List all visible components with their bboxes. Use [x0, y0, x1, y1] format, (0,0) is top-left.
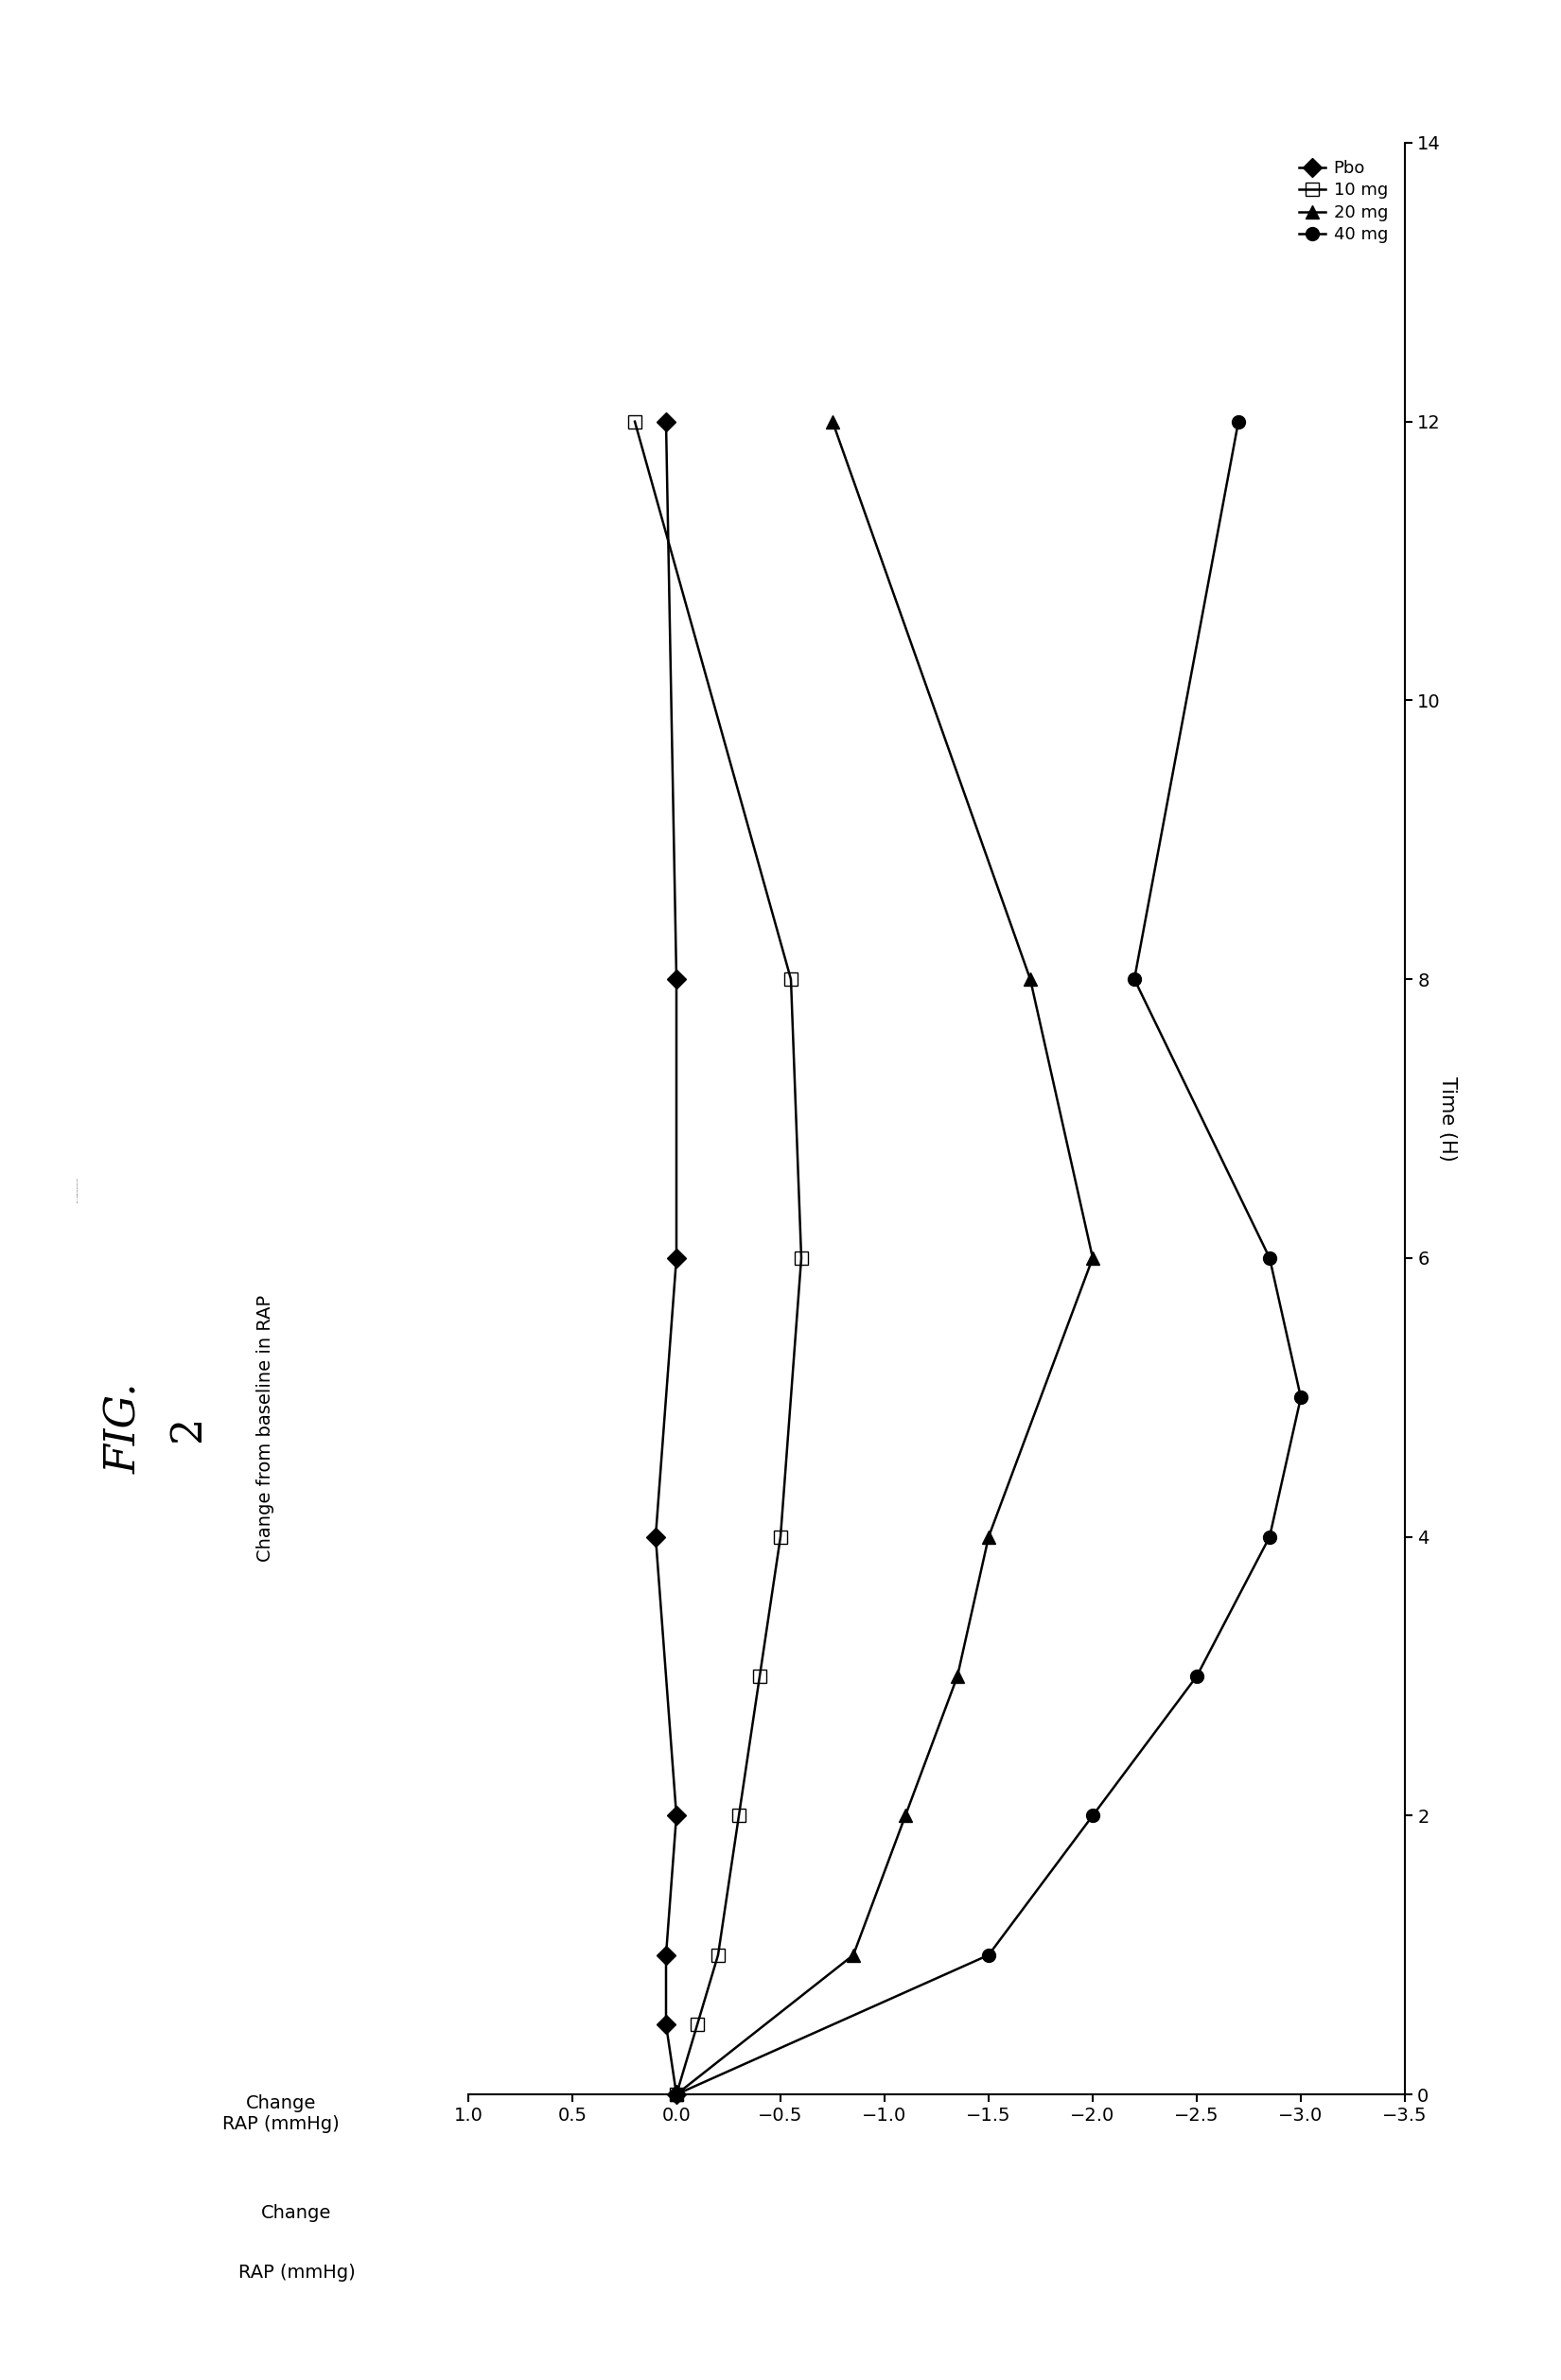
- Pbo: [657, 1940, 676, 1968]
- Pbo: [667, 1245, 685, 1273]
- 10 mg: [782, 964, 801, 992]
- Text: FIG.: FIG.: [105, 1383, 145, 1473]
- Text: RAP (mmHg): RAP (mmHg): [237, 2263, 356, 2282]
- Pbo: [667, 964, 685, 992]
- 40 mg: [1260, 1523, 1278, 1552]
- 10 mg: [751, 1661, 770, 1690]
- 20 mg: [667, 2080, 685, 2109]
- 20 mg: [896, 1802, 915, 1830]
- Pbo: [667, 1802, 685, 1830]
- Pbo: [667, 2080, 685, 2109]
- 10 mg: [791, 1245, 810, 1273]
- Text: Change
RAP (mmHg): Change RAP (mmHg): [222, 2094, 340, 2132]
- Pbo: [646, 1523, 665, 1552]
- Text: Change: Change: [261, 2204, 332, 2223]
- Line: 40 mg: 40 mg: [670, 414, 1308, 2102]
- 40 mg: [1229, 407, 1247, 436]
- Line: 20 mg: 20 mg: [670, 414, 1099, 2102]
- Y-axis label: Time (H): Time (H): [1438, 1076, 1456, 1161]
- 40 mg: [1125, 964, 1144, 992]
- 20 mg: [845, 1940, 863, 1968]
- 10 mg: [626, 407, 645, 436]
- 20 mg: [1083, 1245, 1102, 1273]
- 10 mg: [729, 1802, 748, 1830]
- 40 mg: [1260, 1245, 1278, 1273]
- Text: Change from baseline in RAP: Change from baseline in RAP: [256, 1295, 275, 1561]
- 10 mg: [771, 1523, 790, 1552]
- Line: Pbo: Pbo: [649, 414, 684, 2102]
- 40 mg: [1291, 1383, 1310, 1411]
- 20 mg: [823, 407, 841, 436]
- 10 mg: [688, 2011, 707, 2040]
- Pbo: [657, 2011, 676, 2040]
- 40 mg: [1083, 1802, 1102, 1830]
- Text: 2: 2: [167, 1414, 208, 1442]
- 10 mg: [709, 1940, 727, 1968]
- Line: 10 mg: 10 mg: [628, 414, 809, 2102]
- Pbo: [657, 407, 676, 436]
- Legend: Pbo, 10 mg, 20 mg, 40 mg: Pbo, 10 mg, 20 mg, 40 mg: [1291, 152, 1397, 252]
- 40 mg: [667, 2080, 685, 2109]
- 20 mg: [1021, 964, 1040, 992]
- 40 mg: [1188, 1661, 1207, 1690]
- 40 mg: [979, 1940, 997, 1968]
- 10 mg: [667, 2080, 685, 2109]
- 20 mg: [948, 1661, 966, 1690]
- 20 mg: [979, 1523, 997, 1552]
